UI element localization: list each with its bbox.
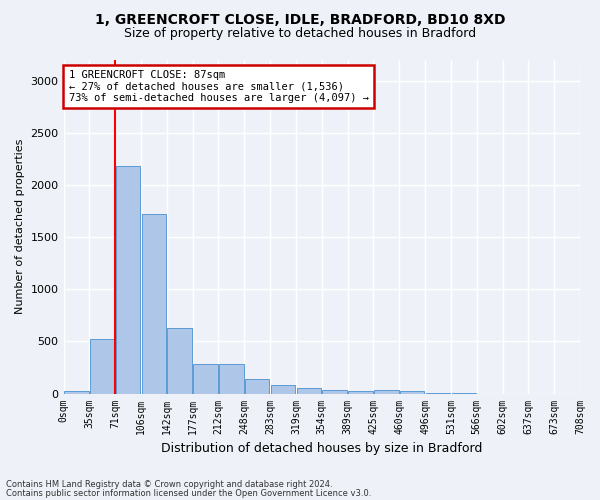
Bar <box>90 340 115 394</box>
Y-axis label: Number of detached properties: Number of detached properties <box>15 139 25 314</box>
Bar <box>193 364 218 394</box>
Bar <box>116 166 140 394</box>
Bar <box>142 214 166 394</box>
Text: 1, GREENCROFT CLOSE, IDLE, BRADFORD, BD10 8XD: 1, GREENCROFT CLOSE, IDLE, BRADFORD, BD1… <box>95 12 505 26</box>
Text: 1 GREENCROFT CLOSE: 87sqm
← 27% of detached houses are smaller (1,536)
73% of se: 1 GREENCROFT CLOSE: 87sqm ← 27% of detac… <box>69 70 369 103</box>
Text: Size of property relative to detached houses in Bradford: Size of property relative to detached ho… <box>124 28 476 40</box>
Bar <box>322 390 347 394</box>
Bar <box>245 379 269 394</box>
Bar <box>219 364 244 394</box>
Bar <box>374 390 398 394</box>
Bar <box>400 392 424 394</box>
Text: Contains HM Land Registry data © Crown copyright and database right 2024.: Contains HM Land Registry data © Crown c… <box>6 480 332 489</box>
Bar <box>167 328 192 394</box>
X-axis label: Distribution of detached houses by size in Bradford: Distribution of detached houses by size … <box>161 442 482 455</box>
Bar <box>296 388 321 394</box>
Bar <box>271 385 295 394</box>
Text: Contains public sector information licensed under the Open Government Licence v3: Contains public sector information licen… <box>6 488 371 498</box>
Bar <box>452 393 476 394</box>
Bar <box>64 391 89 394</box>
Bar <box>426 393 450 394</box>
Bar <box>348 391 373 394</box>
